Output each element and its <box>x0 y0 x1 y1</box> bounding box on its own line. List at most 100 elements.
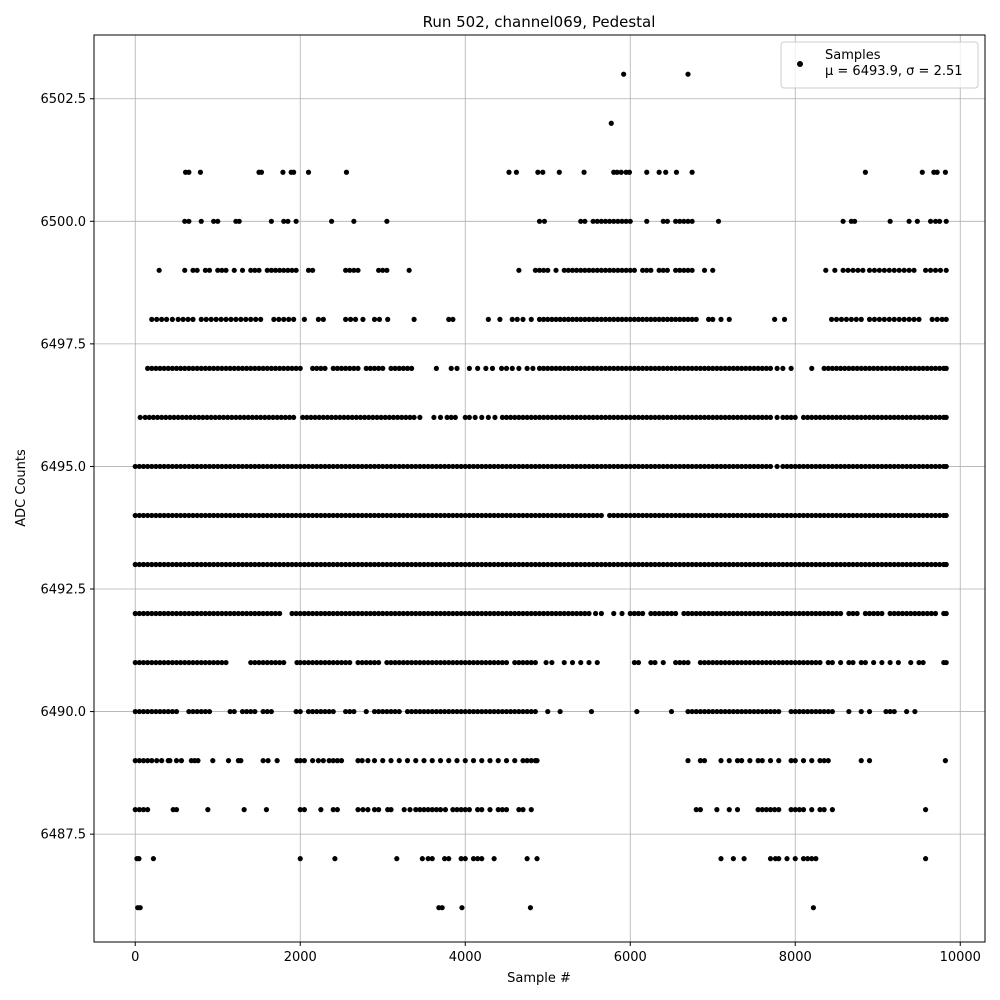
sample-point <box>747 561 753 568</box>
sample-point <box>153 561 159 568</box>
sample-point <box>380 758 386 764</box>
sample-point <box>927 218 934 224</box>
sample-point <box>483 365 489 371</box>
sample-point <box>190 708 196 715</box>
sample-point <box>923 267 929 273</box>
sample-point <box>433 610 439 617</box>
sample-point <box>916 463 922 470</box>
sample-point <box>759 708 765 715</box>
sample-point <box>899 414 906 421</box>
sample-point <box>425 659 431 666</box>
sample-point <box>582 610 588 617</box>
sample-point <box>833 512 840 519</box>
sample-point <box>644 316 650 322</box>
sample-point <box>541 218 548 224</box>
sample-point <box>879 610 885 617</box>
sample-point <box>943 316 949 322</box>
sample-point <box>159 316 165 322</box>
sample-point <box>450 659 456 666</box>
sample-point <box>466 807 472 813</box>
sample-point <box>862 365 868 371</box>
sample-point <box>714 414 720 421</box>
sample-point <box>351 365 357 371</box>
sample-point <box>887 659 893 666</box>
sample-point <box>520 758 526 764</box>
sample-point <box>514 316 520 322</box>
sample-point <box>196 414 202 421</box>
sample-point <box>499 610 505 617</box>
sample-point <box>252 365 258 371</box>
sample-point <box>503 610 510 617</box>
sample-point <box>660 659 666 666</box>
sample-point <box>586 267 592 273</box>
sample-point <box>693 512 699 519</box>
sample-point <box>289 610 295 617</box>
sample-point <box>549 610 555 617</box>
sample-point <box>556 169 562 175</box>
sample-point <box>714 463 720 470</box>
sample-point <box>320 316 326 322</box>
sample-point <box>140 807 147 813</box>
sample-point <box>470 856 477 862</box>
sample-point <box>532 512 538 519</box>
sample-point <box>136 807 142 813</box>
sample-point <box>862 414 868 421</box>
sample-point <box>528 414 534 421</box>
sample-point <box>425 610 431 617</box>
sample-point <box>557 561 563 568</box>
sample-point <box>557 316 563 322</box>
sample-point <box>175 316 181 322</box>
sample-point <box>499 512 505 519</box>
sample-point <box>429 512 435 519</box>
sample-point <box>205 807 211 813</box>
sample-point <box>475 807 481 813</box>
sample-point <box>904 463 910 470</box>
sample-point <box>370 414 376 421</box>
sample-point <box>380 267 386 273</box>
sample-point <box>182 561 188 568</box>
sample-point <box>223 316 229 322</box>
sample-point <box>734 807 741 813</box>
sample-point <box>140 512 147 519</box>
sample-point <box>202 512 208 519</box>
sample-point <box>244 463 250 470</box>
sample-point <box>763 561 769 568</box>
sample-point <box>442 856 448 862</box>
sample-point <box>883 365 889 371</box>
sample-point <box>334 365 340 371</box>
sample-point <box>730 365 736 371</box>
sample-point <box>343 708 349 715</box>
sample-point <box>281 463 287 470</box>
sample-point <box>920 463 926 470</box>
sample-point <box>396 561 402 568</box>
sample-point <box>747 659 753 666</box>
y-tick-label: 6500.0 <box>41 215 87 230</box>
sample-point <box>186 169 192 175</box>
sample-point <box>475 512 481 519</box>
sample-point <box>433 561 439 568</box>
sample-point <box>413 758 419 764</box>
sample-point <box>553 365 559 371</box>
sample-point <box>788 610 794 617</box>
sample-point <box>475 708 481 715</box>
sample-point <box>239 708 246 715</box>
sample-point <box>792 659 798 666</box>
sample-point <box>781 316 788 322</box>
sample-point <box>532 267 538 273</box>
sample-point <box>211 610 217 617</box>
sample-point <box>329 218 335 224</box>
sample-point <box>850 659 856 666</box>
sample-point <box>367 512 373 519</box>
sample-point <box>755 758 761 764</box>
sample-point <box>553 267 559 273</box>
sample-point <box>805 414 811 421</box>
sample-point <box>198 316 204 322</box>
sample-point <box>866 708 873 715</box>
sample-point <box>565 316 571 322</box>
sample-point <box>446 463 452 470</box>
sample-point <box>385 316 391 322</box>
sample-point <box>660 365 666 371</box>
sample-point <box>429 463 435 470</box>
sample-point <box>896 267 902 273</box>
sample-point <box>446 758 452 764</box>
